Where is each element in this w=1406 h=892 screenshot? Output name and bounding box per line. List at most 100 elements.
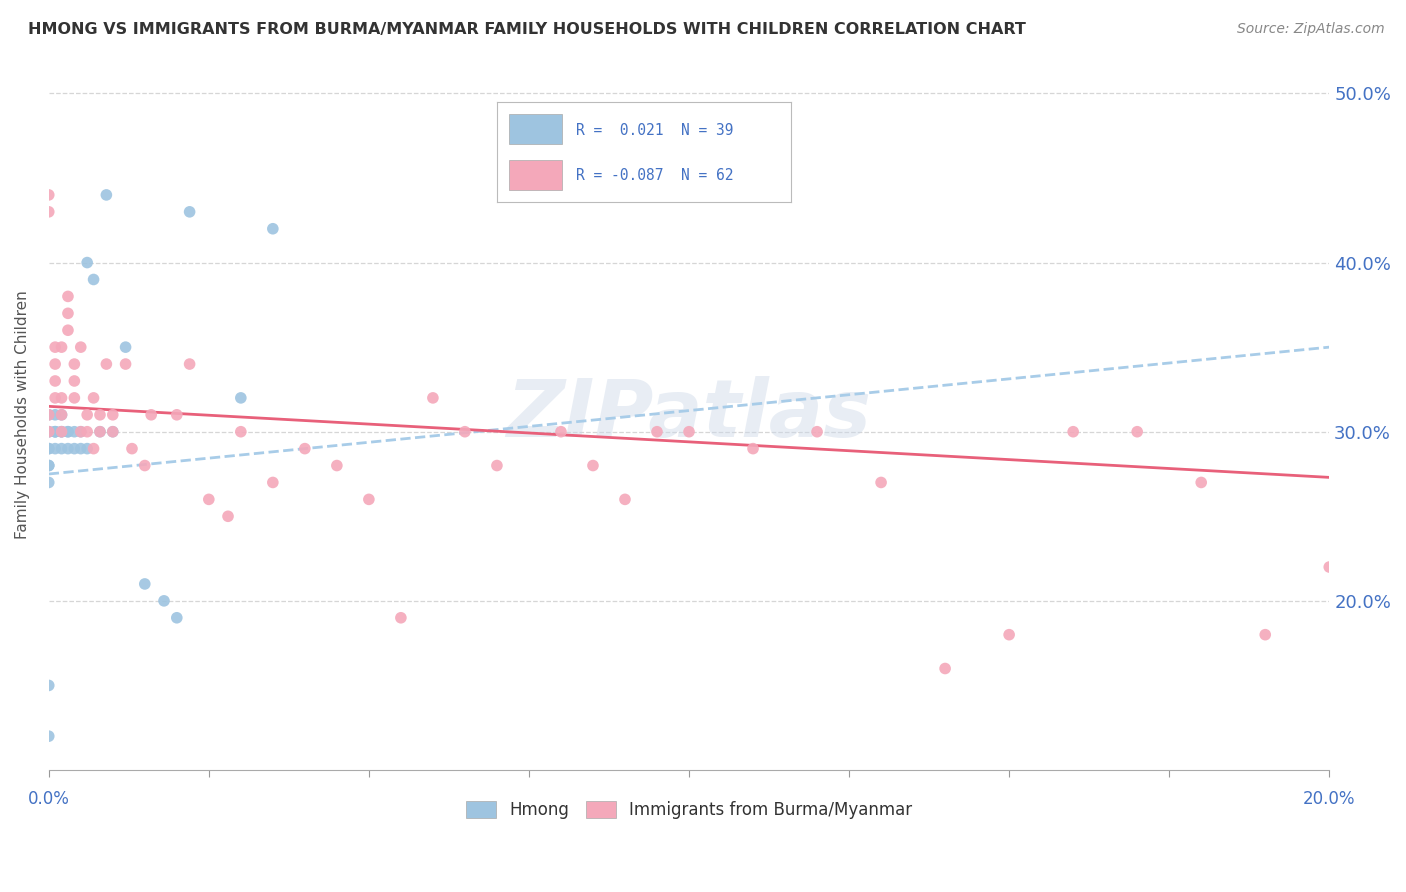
Point: [38, 408, 60, 422]
Point: [76, 442, 98, 456]
Point: [44, 425, 66, 439]
Point: [38, 729, 60, 743]
Point: [678, 425, 700, 439]
Point: [38, 188, 60, 202]
Point: [114, 340, 136, 354]
Point: [517, 188, 540, 202]
Point: [44, 374, 66, 388]
Point: [38, 442, 60, 456]
Point: [38, 425, 60, 439]
Point: [1254, 628, 1277, 642]
Text: HMONG VS IMMIGRANTS FROM BURMA/MYANMAR FAMILY HOUSEHOLDS WITH CHILDREN CORRELATI: HMONG VS IMMIGRANTS FROM BURMA/MYANMAR F…: [28, 22, 1026, 37]
Point: [76, 408, 98, 422]
Point: [44, 442, 66, 456]
Point: [198, 492, 221, 507]
Point: [454, 425, 477, 439]
Point: [1317, 560, 1340, 574]
Point: [51, 425, 73, 439]
Point: [56, 425, 79, 439]
Point: [38, 425, 60, 439]
Point: [614, 492, 637, 507]
Point: [51, 425, 73, 439]
Point: [389, 611, 412, 625]
Point: [38, 204, 60, 219]
Point: [51, 425, 73, 439]
Point: [44, 340, 66, 354]
Point: [229, 425, 252, 439]
Point: [422, 391, 444, 405]
Point: [63, 391, 86, 405]
Point: [582, 458, 605, 473]
Point: [69, 442, 91, 456]
Point: [56, 425, 79, 439]
Point: [38, 458, 60, 473]
Point: [326, 458, 349, 473]
Point: [83, 272, 105, 286]
Point: [229, 391, 252, 405]
Point: [44, 425, 66, 439]
Point: [56, 289, 79, 303]
Point: [83, 442, 105, 456]
Point: [101, 425, 124, 439]
Point: [51, 340, 73, 354]
Point: [63, 425, 86, 439]
Point: [645, 425, 668, 439]
Point: [76, 255, 98, 269]
Point: [998, 628, 1021, 642]
Point: [51, 408, 73, 422]
Point: [38, 408, 60, 422]
Point: [89, 425, 111, 439]
Point: [38, 678, 60, 692]
Legend: Hmong, Immigrants from Burma/Myanmar: Hmong, Immigrants from Burma/Myanmar: [460, 794, 920, 826]
Point: [69, 425, 91, 439]
Point: [51, 408, 73, 422]
Point: [179, 357, 201, 371]
Point: [101, 408, 124, 422]
Point: [742, 442, 765, 456]
Point: [96, 357, 118, 371]
Point: [38, 458, 60, 473]
Point: [83, 391, 105, 405]
Point: [63, 357, 86, 371]
Point: [63, 442, 86, 456]
Point: [141, 408, 163, 422]
Point: [870, 475, 893, 490]
Point: [179, 204, 201, 219]
Point: [806, 425, 828, 439]
Point: [44, 425, 66, 439]
Point: [69, 425, 91, 439]
Point: [134, 577, 156, 591]
Point: [934, 661, 956, 675]
Point: [51, 391, 73, 405]
Point: [56, 323, 79, 337]
Point: [89, 408, 111, 422]
Point: [101, 425, 124, 439]
Point: [1126, 425, 1149, 439]
Point: [76, 425, 98, 439]
Point: [89, 425, 111, 439]
Point: [294, 442, 316, 456]
Point: [69, 340, 91, 354]
Point: [44, 408, 66, 422]
Text: 20.0%: 20.0%: [1303, 790, 1355, 808]
Point: [96, 188, 118, 202]
Point: [56, 306, 79, 320]
Point: [38, 425, 60, 439]
Point: [166, 611, 188, 625]
Point: [262, 475, 284, 490]
Point: [1189, 475, 1212, 490]
Y-axis label: Family Households with Children: Family Households with Children: [15, 291, 30, 539]
Point: [485, 458, 508, 473]
Text: ZIPatlas: ZIPatlas: [506, 376, 872, 454]
Point: [550, 425, 572, 439]
Point: [1062, 425, 1084, 439]
Point: [56, 442, 79, 456]
Point: [262, 221, 284, 235]
Point: [357, 492, 380, 507]
Point: [114, 357, 136, 371]
Point: [153, 594, 176, 608]
Point: [63, 374, 86, 388]
Point: [51, 442, 73, 456]
Point: [38, 442, 60, 456]
Text: Source: ZipAtlas.com: Source: ZipAtlas.com: [1237, 22, 1385, 37]
